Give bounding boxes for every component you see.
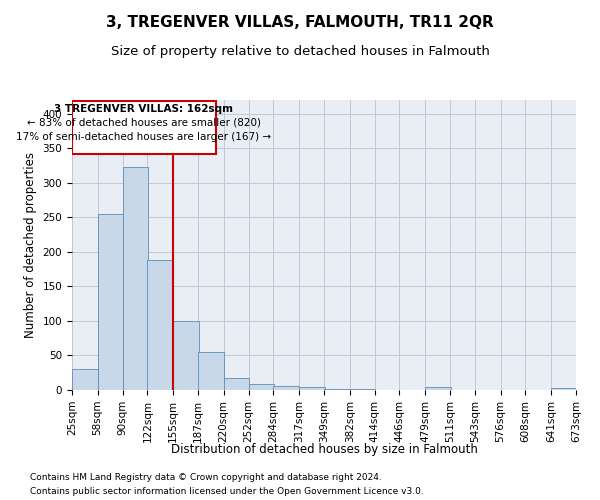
Bar (148, 260, 173, 390)
Bar (98, 214, 124, 390)
Bar (299, 387, 325, 390)
Bar (274, 386, 299, 390)
Bar (198, 352, 224, 390)
Bar (72, 370, 98, 390)
Text: 3, TREGENVER VILLAS, FALMOUTH, TR11 2QR: 3, TREGENVER VILLAS, FALMOUTH, TR11 2QR (106, 15, 494, 30)
Text: Contains public sector information licensed under the Open Government Licence v3: Contains public sector information licen… (30, 488, 424, 496)
Text: Contains HM Land Registry data © Crown copyright and database right 2024.: Contains HM Land Registry data © Crown c… (30, 472, 382, 482)
Bar (173, 321, 199, 390)
Text: Size of property relative to detached houses in Falmouth: Size of property relative to detached ho… (110, 45, 490, 58)
Bar (425, 387, 451, 390)
Bar (122, 167, 148, 390)
Text: 17% of semi-detached houses are larger (167) →: 17% of semi-detached houses are larger (… (16, 132, 272, 142)
Bar (224, 378, 250, 390)
Y-axis label: Number of detached properties: Number of detached properties (24, 152, 37, 338)
Bar (551, 388, 577, 390)
FancyBboxPatch shape (72, 102, 216, 154)
Text: ← 83% of detached houses are smaller (820): ← 83% of detached houses are smaller (82… (27, 118, 261, 128)
Text: 3 TREGENVER VILLAS: 162sqm: 3 TREGENVER VILLAS: 162sqm (55, 104, 233, 114)
Text: Distribution of detached houses by size in Falmouth: Distribution of detached houses by size … (170, 442, 478, 456)
Bar (248, 384, 274, 390)
